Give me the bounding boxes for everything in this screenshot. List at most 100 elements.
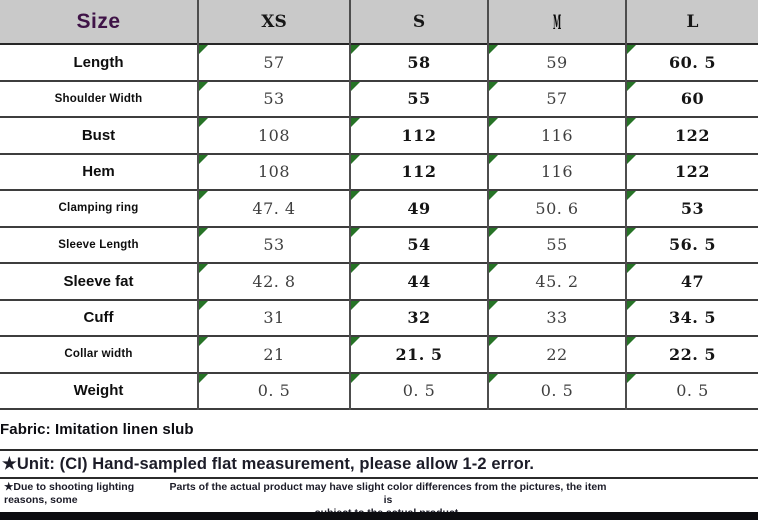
cell-corner-triangle-icon [627, 45, 636, 54]
cell-corner-triangle-icon [199, 118, 208, 127]
cell-corner-triangle-icon [489, 45, 498, 54]
cell-value: 54 [407, 235, 431, 255]
cell-value: 56. 5 [668, 235, 717, 255]
cell-corner-triangle-icon [489, 81, 498, 91]
cell-corner-triangle-icon [489, 264, 498, 273]
cell-length-xs: 57 [197, 44, 350, 81]
note-lighting-text: ★Due to shooting lighting reasons, some [4, 481, 135, 507]
cell-value: 108 [257, 125, 291, 145]
cell-value: 53 [263, 235, 285, 255]
row-label: Sleeve fat [63, 272, 134, 290]
header-row: Size XS S M L [0, 0, 758, 44]
cell-cuff-l: 34. 5 [625, 299, 758, 336]
cell-corner-triangle-icon [351, 300, 360, 310]
cell-clamping-m: 50. 6 [487, 190, 626, 227]
cell-collar-xs: 21 [197, 336, 350, 373]
cell-value: 58 [407, 52, 431, 72]
bottom-bar [0, 512, 758, 520]
cell-collar-m: 22 [487, 336, 626, 373]
cell-corner-triangle-icon [627, 264, 636, 273]
cell-corner-triangle-icon [627, 300, 636, 310]
row-label: Length [73, 53, 124, 71]
cell-bust-m: 116 [487, 117, 626, 154]
table-row-length: Length 57 58 59 60. 5 [0, 44, 758, 81]
cell-corner-triangle-icon [627, 118, 636, 127]
table-row-bust: Bust 108 112 116 122 [0, 117, 758, 154]
cell-value: 47 [680, 271, 705, 291]
header-col-m-glyph: M [552, 9, 562, 34]
cell-corner-triangle-icon [199, 45, 208, 54]
cell-sleevefat-m: 45. 2 [487, 263, 626, 300]
cell-corner-triangle-icon [199, 227, 208, 237]
table-row-sleeve-length: Sleeve Length 53 54 55 56. 5 [0, 226, 758, 263]
cell-corner-triangle-icon [199, 264, 208, 273]
cell-sleevelen-xs: 53 [197, 226, 350, 263]
row-label: Clamping ring [58, 202, 139, 215]
cell-value: 21 [263, 344, 285, 364]
row-label: Weight [73, 382, 124, 400]
cell-hem-s: 112 [349, 153, 488, 190]
table-row-clamping-ring: Clamping ring 47. 4 49 50. 6 53 [0, 190, 758, 227]
cell-corner-triangle-icon [351, 118, 360, 127]
cell-value: 0. 5 [402, 381, 436, 401]
cell-corner-triangle-icon [627, 154, 636, 164]
cell-clamping-s: 49 [349, 190, 488, 227]
cell-value: 50. 6 [535, 198, 579, 218]
cell-sleevelen-m: 55 [487, 226, 626, 263]
row-label: Collar width [64, 348, 133, 361]
cell-corner-triangle-icon [351, 227, 360, 237]
cell-sleevefat-s: 44 [349, 263, 488, 300]
cell-corner-triangle-icon [351, 45, 360, 54]
cell-sleevelen-l: 56. 5 [625, 226, 758, 263]
cell-corner-triangle-icon [489, 227, 498, 237]
cell-corner-triangle-icon [489, 118, 498, 127]
cell-value: 112 [401, 162, 437, 182]
cell-cuff-s: 32 [349, 299, 488, 336]
cell-bust-l: 122 [625, 117, 758, 154]
cell-value: 42. 8 [252, 271, 296, 291]
cell-value: 49 [407, 198, 431, 218]
cell-value: 57 [546, 89, 568, 109]
cell-value: 22. 5 [668, 344, 717, 364]
table-row-weight: Weight 0. 5 0. 5 0. 5 0. 5 [0, 372, 758, 409]
cell-value: 0. 5 [676, 381, 709, 401]
cell-collar-l: 22. 5 [625, 336, 758, 373]
cell-value: 112 [401, 125, 437, 145]
cell-value: 47. 4 [252, 198, 296, 218]
cell-corner-triangle-icon [199, 191, 208, 200]
table-row-collar-width: Collar width 21 21. 5 22 22. 5 [0, 336, 758, 373]
cell-clamping-l: 53 [625, 190, 758, 227]
cell-clamping-xs: 47. 4 [197, 190, 350, 227]
row-label: Sleeve Length [58, 238, 139, 251]
table-row-sleeve-fat: Sleeve fat 42. 8 44 45. 2 47 [0, 263, 758, 300]
cell-value: 108 [257, 162, 291, 182]
header-col-s: S [349, 0, 488, 44]
cell-corner-triangle-icon [627, 337, 636, 346]
cell-value: 32 [407, 308, 431, 328]
row-label: Bust [81, 126, 116, 144]
cell-weight-m: 0. 5 [487, 372, 626, 409]
cell-length-l: 60. 5 [625, 44, 758, 81]
cell-value: 53 [263, 89, 285, 109]
cell-corner-triangle-icon [627, 227, 636, 237]
table-row-cuff: Cuff 31 32 33 34. 5 [0, 299, 758, 336]
cell-weight-s: 0. 5 [349, 372, 488, 409]
cell-corner-triangle-icon [351, 264, 360, 273]
cell-hem-l: 122 [625, 153, 758, 190]
cell-cuff-m: 33 [487, 299, 626, 336]
cell-corner-triangle-icon [489, 337, 498, 346]
cell-value: 55 [407, 89, 431, 109]
cell-corner-triangle-icon [489, 373, 498, 383]
cell-value: 116 [540, 125, 574, 145]
cell-weight-xs: 0. 5 [197, 372, 350, 409]
size-table: Size XS S M L Length 57 58 59 60. 5 Shou… [0, 0, 758, 409]
table-row-hem: Hem 108 112 116 122 [0, 153, 758, 190]
header-col-xs: XS [197, 0, 350, 44]
cell-value: 55 [546, 235, 568, 255]
cell-corner-triangle-icon [351, 154, 360, 164]
cell-corner-triangle-icon [351, 337, 360, 346]
cell-corner-triangle-icon [627, 81, 636, 91]
cell-value: 0. 5 [257, 381, 291, 401]
cell-cuff-xs: 31 [197, 299, 350, 336]
cell-sleevefat-l: 47 [625, 263, 758, 300]
